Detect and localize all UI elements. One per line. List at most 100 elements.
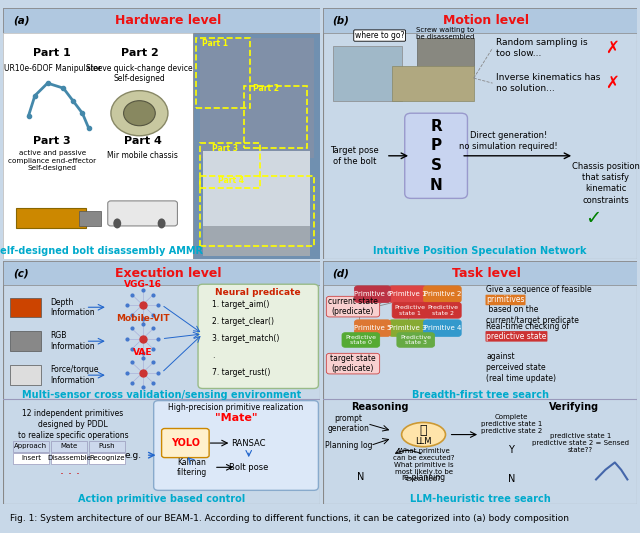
Circle shape <box>111 91 168 136</box>
Text: Self-designed bolt disassembly AMMR: Self-designed bolt disassembly AMMR <box>0 246 204 256</box>
Bar <box>392 66 474 101</box>
Bar <box>203 151 310 233</box>
Bar <box>3 33 193 259</box>
Text: Action primitive based control: Action primitive based control <box>78 494 245 504</box>
Text: current state
(predicate): current state (predicate) <box>328 297 378 317</box>
Text: where to go?: where to go? <box>355 31 404 40</box>
Text: primitives: primitives <box>486 295 525 304</box>
Text: Verifying: Verifying <box>549 402 599 411</box>
Text: Predictive
state 3: Predictive state 3 <box>400 335 431 345</box>
Bar <box>323 8 637 33</box>
Text: Give a sequence of feasible: Give a sequence of feasible <box>486 286 592 305</box>
FancyBboxPatch shape <box>404 113 467 198</box>
Text: 2. target_clear(): 2. target_clear() <box>212 317 275 326</box>
Text: Direct generation!
no simulation required!: Direct generation! no simulation require… <box>459 131 557 151</box>
Text: active and passive
compliance end-effector
Self-designed: active and passive compliance end-effect… <box>8 150 97 171</box>
Bar <box>10 297 41 317</box>
Ellipse shape <box>157 219 166 229</box>
Text: re-planning: re-planning <box>401 473 445 481</box>
FancyBboxPatch shape <box>397 333 435 348</box>
Bar <box>89 453 125 464</box>
Text: prompt
generation: prompt generation <box>327 414 369 433</box>
Text: against
perceived state
(real time update): against perceived state (real time updat… <box>486 341 556 384</box>
FancyBboxPatch shape <box>342 333 380 348</box>
Text: Complete
predictive state 1
predictive state 2: Complete predictive state 1 predictive s… <box>481 414 542 434</box>
Text: Real-time checking of: Real-time checking of <box>486 322 570 341</box>
Text: Neural predicate: Neural predicate <box>216 288 301 297</box>
Text: 1. target_aim(): 1. target_aim() <box>212 300 269 309</box>
Text: 3. target_match(): 3. target_match() <box>212 334 280 343</box>
Text: ✓: ✓ <box>585 209 601 228</box>
FancyBboxPatch shape <box>108 201 177 226</box>
Text: Depth
Information: Depth Information <box>51 297 95 317</box>
Text: 12 independent primitives
designed by PDDL
to realize specific operations: 12 independent primitives designed by PD… <box>17 409 128 440</box>
Text: YOLO: YOLO <box>171 438 200 448</box>
Text: Primitive 1: Primitive 1 <box>389 291 427 297</box>
Text: Y: Y <box>508 446 515 455</box>
Ellipse shape <box>402 423 445 447</box>
Ellipse shape <box>113 219 121 229</box>
FancyBboxPatch shape <box>198 284 319 389</box>
Text: Predictive
state 0: Predictive state 0 <box>346 335 376 345</box>
Text: Reasoning: Reasoning <box>351 402 408 411</box>
FancyBboxPatch shape <box>326 353 380 374</box>
Text: Mobile-VIT: Mobile-VIT <box>116 314 170 323</box>
Text: Primitive 3: Primitive 3 <box>389 325 427 331</box>
FancyBboxPatch shape <box>424 286 461 302</box>
Text: VAE: VAE <box>133 348 152 357</box>
Text: Self-designed: Self-designed <box>113 74 165 83</box>
FancyBboxPatch shape <box>389 320 427 336</box>
Text: (b): (b) <box>333 15 349 26</box>
FancyBboxPatch shape <box>424 320 461 336</box>
Text: Primitive 6: Primitive 6 <box>354 291 391 297</box>
Text: VGG-16: VGG-16 <box>124 280 161 289</box>
Text: What primitive
can be executed?
What primitive is
most likely to be
executed?: What primitive can be executed? What pri… <box>393 448 454 482</box>
Text: Execution level: Execution level <box>115 267 221 280</box>
Text: Multi-sensor cross validation/sensing environment: Multi-sensor cross validation/sensing en… <box>22 390 301 400</box>
Text: High-precision primitive realization: High-precision primitive realization <box>168 403 303 413</box>
Text: ✗: ✗ <box>605 74 619 92</box>
Text: Part 1: Part 1 <box>33 48 71 58</box>
Text: Push: Push <box>99 443 115 449</box>
Bar <box>16 208 86 229</box>
Bar <box>193 33 320 259</box>
Text: Part 3: Part 3 <box>212 144 238 153</box>
FancyBboxPatch shape <box>355 320 390 336</box>
Text: 🤖: 🤖 <box>420 424 428 438</box>
FancyBboxPatch shape <box>392 302 428 318</box>
Text: (a): (a) <box>13 15 29 26</box>
Text: Task level: Task level <box>452 267 521 280</box>
Text: N: N <box>508 474 515 484</box>
Bar <box>333 46 402 101</box>
Text: predictive state 1
predictive state 2 = Sensed
state??: predictive state 1 predictive state 2 = … <box>532 433 629 453</box>
Text: LLM: LLM <box>415 438 432 446</box>
Text: Intuitive Position Speculation Network: Intuitive Position Speculation Network <box>373 246 587 256</box>
Text: Insert: Insert <box>21 455 41 462</box>
Text: Mate: Mate <box>60 443 77 449</box>
Text: R
P
S
N: R P S N <box>429 119 442 193</box>
FancyBboxPatch shape <box>389 286 427 302</box>
Text: Breadth-first tree search: Breadth-first tree search <box>412 390 548 400</box>
Text: Chassis position
that satisfy
kinematic
constraints: Chassis position that satisfy kinematic … <box>572 162 639 205</box>
Bar <box>13 441 49 451</box>
Text: Motion level: Motion level <box>444 14 529 27</box>
Text: Screw waiting to
be disassembled: Screw waiting to be disassembled <box>416 27 475 39</box>
Text: N: N <box>357 472 365 482</box>
Text: Kalman
filtering: Kalman filtering <box>177 458 207 477</box>
Text: target state
(predicate): target state (predicate) <box>330 354 376 373</box>
FancyBboxPatch shape <box>425 302 461 318</box>
FancyBboxPatch shape <box>154 401 319 490</box>
Text: Predictive
state 2: Predictive state 2 <box>428 305 459 316</box>
Text: e.g.: e.g. <box>125 451 141 459</box>
Bar <box>10 332 41 351</box>
Text: Recognize: Recognize <box>89 455 125 462</box>
Text: Target pose
of the bolt: Target pose of the bolt <box>330 146 379 166</box>
Text: Approach: Approach <box>14 443 47 449</box>
Circle shape <box>124 101 156 126</box>
Text: Part 2: Part 2 <box>120 48 158 58</box>
Bar <box>417 38 474 73</box>
Text: "Mate": "Mate" <box>215 413 257 423</box>
Text: based on the
current/target predicate: based on the current/target predicate <box>486 305 579 325</box>
Text: Part 1: Part 1 <box>202 38 228 47</box>
Bar <box>79 211 101 226</box>
